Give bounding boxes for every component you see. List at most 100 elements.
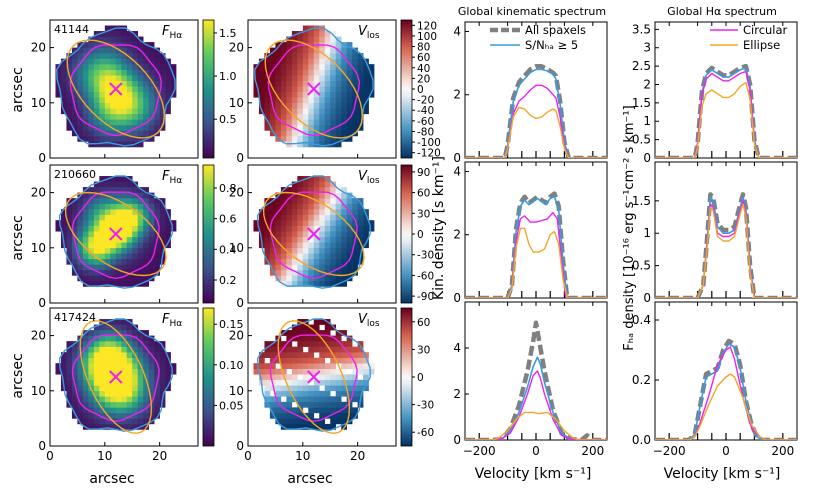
spectrum-lines <box>465 191 607 298</box>
x-tick-label: 10 <box>97 449 112 463</box>
spec-xlabel-ha: Velocity [km s⁻¹] <box>664 466 781 482</box>
velocity-map-row-1: 01020Vlos120100806040200-20-40-60-80-100… <box>229 19 441 165</box>
y-tick-label: 10 <box>31 96 46 110</box>
y-tick-label: 2 <box>453 228 461 242</box>
velocity-colorbar: 60 30 0 -30 -60 <box>400 307 434 447</box>
velocity-panel-title: Vlos <box>358 24 380 41</box>
y-tick-label: 0 <box>38 296 46 310</box>
y-tick-label: 20 <box>229 186 244 200</box>
y-tick-label: 1 <box>643 114 651 128</box>
series-ellipse <box>465 227 607 298</box>
x-tick-label: −200 <box>463 444 496 458</box>
legend-label: All spaxels <box>525 23 586 37</box>
title-kinematic: Global kinematic spectrum <box>458 5 606 18</box>
colorbar-tick-label: -80 <box>417 126 434 138</box>
y-tick-label: 0.0 <box>632 433 651 447</box>
map-frame <box>49 164 199 304</box>
colorbar-tick-label: 30 <box>417 344 430 356</box>
center-cross-marker <box>109 227 123 241</box>
series-ellipse <box>655 81 797 158</box>
legend-label: S/Nₕₐ ≥ 5 <box>525 38 578 52</box>
map-ylabel-row3: arcsec <box>10 353 26 398</box>
kin-spectrum-row-1: 0 2 4 <box>453 21 608 165</box>
kin-spectrum-row-3: 024−200 0 200 <box>453 301 608 458</box>
center-cross-marker <box>109 370 123 384</box>
map-ylabel-row2: arcsec <box>10 215 26 260</box>
series-circular <box>465 211 607 298</box>
series-ellipse <box>465 411 607 440</box>
spectrum-frame <box>654 301 798 441</box>
flux-panel-title: FHα <box>162 169 182 186</box>
y-tick-label: 0 <box>38 439 46 453</box>
colorbar-tick-label: 100 <box>417 31 437 43</box>
colorbar-tick-label: -60 <box>417 427 434 439</box>
spectrum-lines <box>655 338 797 440</box>
y-tick-label: 2 <box>453 88 461 102</box>
y-tick-label: 0 <box>643 151 651 165</box>
ellipse-contour <box>79 320 153 434</box>
flux-panel-title-sub: Hα <box>169 176 182 186</box>
map-frame <box>247 19 397 159</box>
colorbar-gradient <box>400 307 413 447</box>
y-tick-label: 1.5 <box>632 96 651 110</box>
colorbar-tick-label: 0.4 <box>219 243 237 256</box>
spec-xlabel-kin: Velocity [km s⁻¹] <box>475 466 592 482</box>
colorbar-tick-label: -40 <box>417 105 434 117</box>
sn-contour <box>58 318 173 432</box>
y-tick-label: 0 <box>453 151 461 165</box>
colorbar-tick-label: 0 <box>417 372 424 384</box>
circular-contour <box>71 334 160 423</box>
series-all-spaxels <box>655 338 797 440</box>
series-s-n- <box>465 196 607 298</box>
colorbar-gradient <box>202 164 215 304</box>
sn-contour <box>58 175 173 289</box>
spectrum-lines <box>655 192 797 298</box>
y-tick-label: 0 <box>236 151 244 165</box>
colorbar-tick-label: -60 <box>417 270 434 282</box>
colorbar-tick-label: -60 <box>417 116 434 128</box>
ellipse-contour <box>66 39 166 139</box>
y-tick-label: 0.5 <box>632 259 651 273</box>
colorbar-tick-label: 40 <box>417 63 430 75</box>
velocity-panel-title: Vlos <box>358 169 380 186</box>
flux-panel-title: FHα <box>162 24 182 41</box>
spectrum-lines <box>465 64 607 158</box>
map-ylabel-row1: arcsec <box>10 67 26 112</box>
velocity-panel-title: Vlos <box>358 312 380 329</box>
x-tick-label: 0 <box>244 449 252 463</box>
colorbar-tick-label: 60 <box>417 317 430 329</box>
ha-spectrum-row-2: 0 0.5 1 1.5 <box>632 161 798 305</box>
colorbar-tick-label: 120 <box>417 20 437 32</box>
flux-colorbar: 0.8 0.6 0.4 0.2 <box>202 164 237 304</box>
series-circular <box>655 346 797 440</box>
colorbar-tick-label: 0.5 <box>219 113 237 126</box>
y-tick-label: 20 <box>31 41 46 55</box>
colorbar-gradient <box>202 19 215 159</box>
flux-map-row-2: 0 10 20 210660 FHα 0.8 0.6 0.4 0.2 <box>31 164 237 310</box>
flux-colorbar: 0.5 1.0 1.5 <box>202 19 237 159</box>
y-tick-label: 2.5 <box>632 59 651 73</box>
y-tick-label: 3.5 <box>632 22 651 36</box>
x-tick-label: 0 <box>722 444 730 458</box>
colorbar-tick-label: 0.2 <box>219 274 237 287</box>
velocity-colorbar: 90 60 30 0 -30 -60 -90 <box>400 164 434 304</box>
y-tick-label: 2 <box>453 387 461 401</box>
kin-ylabel: Kin. density [s km⁻¹] <box>431 156 447 300</box>
colorbar-tick-label: 0 <box>417 229 424 241</box>
legend-label: Ellipse <box>743 38 780 52</box>
series-s-n- <box>465 356 607 440</box>
kin-spectrum-row-2: 0 2 4 <box>453 161 608 305</box>
flux-panel-title-sub: Hα <box>169 31 182 41</box>
y-tick-label: 4 <box>453 341 461 355</box>
sn-contour <box>256 318 371 432</box>
colorbar-tick-label: -90 <box>417 291 434 303</box>
sn-contour <box>256 175 371 289</box>
colorbar-gradient <box>400 164 413 304</box>
x-tick-label: 0 <box>46 449 54 463</box>
flux-map-row-1: 0 10 20 41144 FHα 0.5 1.0 1.5 <box>31 19 237 165</box>
colorbar-tick-label: 0.15 <box>219 318 244 331</box>
center-cross-marker <box>307 227 321 241</box>
colorbar-tick-label: -20 <box>417 95 434 107</box>
